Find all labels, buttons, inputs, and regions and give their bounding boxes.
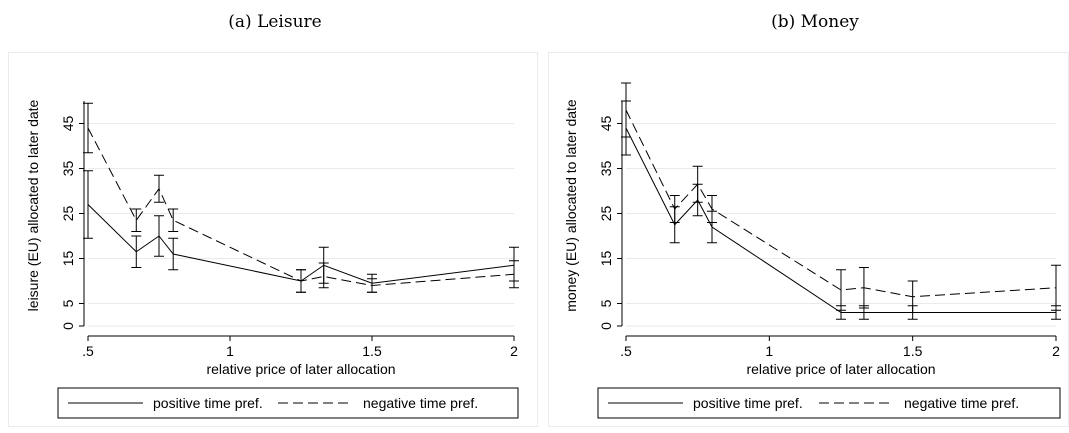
- x-axis-title: relative price of later allocation: [746, 361, 935, 377]
- legend-label: positive time pref.: [693, 395, 803, 411]
- x-tick-label: 2: [1052, 343, 1060, 359]
- y-tick-label: 25: [598, 206, 614, 222]
- y-tick-label: 35: [60, 161, 76, 177]
- x-tick-label: 1.5: [903, 343, 923, 359]
- y-tick-label: 45: [60, 116, 76, 132]
- y-tick-label: 15: [598, 251, 614, 267]
- chart-1: 0 5 15 25 35 45 .5 1 1.5 2 relative price of later…: [563, 82, 1061, 419]
- series-line-dashed: [87, 127, 515, 287]
- x-tick-label: .5: [82, 343, 94, 359]
- panel-title-money: (b) Money: [771, 12, 859, 32]
- y-tick-label: 45: [598, 116, 614, 132]
- y-tick-label: 0: [60, 322, 76, 330]
- y-axis-title: money (EU) allocated to later date: [563, 99, 579, 312]
- x-tick-label: 1.5: [362, 343, 382, 359]
- legend-label: positive time pref.: [153, 395, 263, 411]
- y-tick-label: 15: [60, 251, 76, 267]
- x-tick-label: 1: [226, 343, 234, 359]
- y-tick-label: 5: [598, 299, 614, 307]
- y-tick-label: 5: [60, 299, 76, 307]
- series-line-solid: [87, 204, 515, 284]
- x-tick-label: 1: [765, 343, 773, 359]
- series-line-solid: [625, 127, 1056, 313]
- panel-title-leisure: (a) Leisure: [228, 12, 322, 32]
- x-tick-label: 2: [510, 343, 518, 359]
- x-axis-title: relative price of later allocation: [206, 361, 395, 377]
- legend-label: negative time pref.: [363, 395, 478, 411]
- x-tick-label: .5: [620, 343, 632, 359]
- series-line-dashed: [625, 109, 1057, 298]
- chart-panel-leisure: [8, 52, 538, 427]
- y-tick-label: 0: [598, 322, 614, 330]
- y-tick-label: 25: [60, 206, 76, 222]
- y-axis-title: leisure (EU) allocated to later date: [25, 99, 41, 311]
- y-tick-label: 35: [598, 161, 614, 177]
- legend-label: negative time pref.: [904, 395, 1019, 411]
- chart-0: 0 5 15 25 35 45 .5 1 1.5 2 relative price of later…: [25, 99, 519, 419]
